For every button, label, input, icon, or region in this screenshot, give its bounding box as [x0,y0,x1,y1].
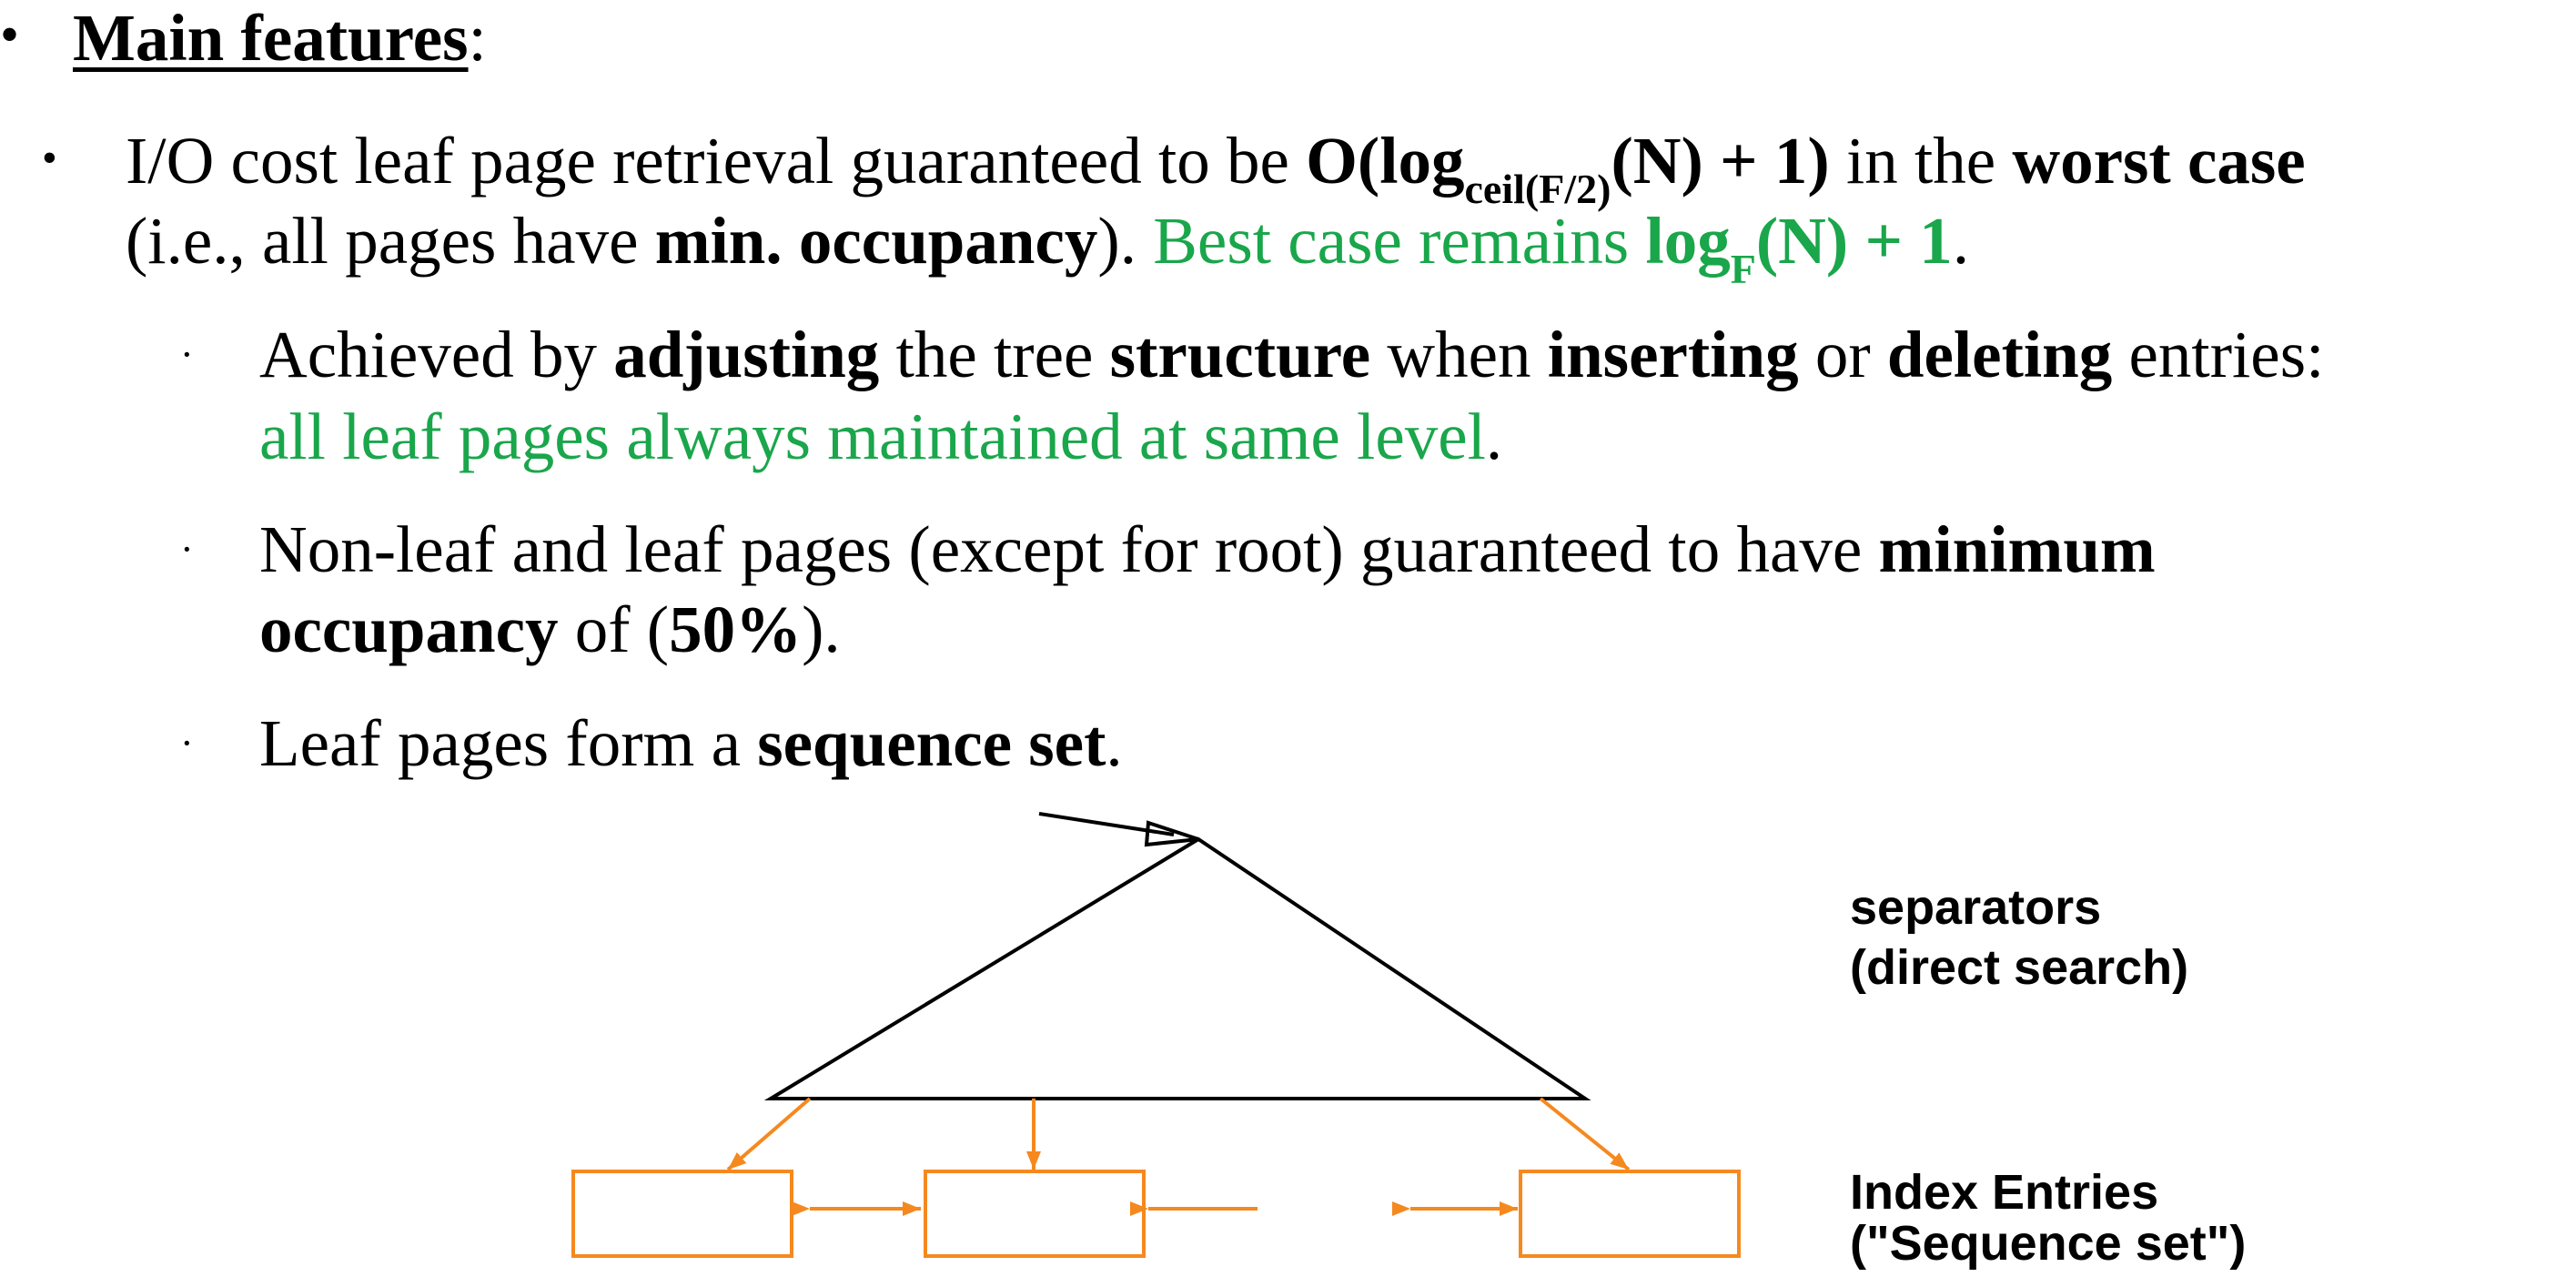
formula-part: O(log [1306,124,1465,198]
formula-subscript: ceil(F/2) [1464,166,1611,212]
adjusting-label: adjusting [613,318,880,391]
leaf-page-box [571,1170,793,1258]
bullet-icon: · [180,527,194,572]
heading-title: Main features [73,1,469,75]
point1-text: I/O cost leaf page retrieval guaranteed … [126,124,1307,198]
sub2-line2: occupancy of (50%). [259,596,841,663]
bullet-icon: • [0,5,20,65]
leaf-page-box [1519,1170,1741,1258]
min-occupancy-label: min. occupancy [654,204,1098,278]
formula-part: (N) + 1 [1755,204,1953,278]
leaf-page-box [924,1170,1146,1258]
worst-case-formula: O(logceil(F/2)(N) + 1) [1306,124,1830,210]
sub2-text: Non-leaf and leaf pages (except for root… [259,512,1879,586]
sub1-text: when [1370,318,1548,391]
direct-search-label: (direct search) [1850,940,2189,995]
leaf-pointer-arrow [726,1097,812,1171]
deleting-label: deleting [1886,318,2113,391]
point1-text: ). [1097,204,1154,278]
point1-line1: I/O cost leaf page retrieval guaranteed … [126,127,2306,210]
same-level-text: all leaf pages always maintained at same… [259,400,1486,473]
best-case-text: Best case remains [1153,204,1646,278]
heading-line: Main features: [73,5,487,71]
leaf-pointer-arrow [1539,1097,1631,1171]
minimum-label: minimum [1878,512,2156,586]
formula-part: (N) + 1) [1611,124,1830,198]
sub3-text: Leaf pages form a [259,706,758,780]
separators-label: separators [1850,880,2102,935]
sub1-text: entries: [2112,318,2325,391]
sub1-line1: Achieved by adjusting the tree structure… [259,321,2324,388]
sequence-set-caption: ("Sequence set") [1850,1216,2247,1271]
best-case-formula: logF(N) + 1 [1645,204,1953,290]
worst-case-label: worst case [2012,124,2306,198]
bullet-icon: • [42,134,57,182]
sequence-set-label: sequence set [757,706,1106,780]
point1-text: (i.e., all pages have [126,204,655,278]
point1-text: . [1952,204,1970,278]
point1-line2: (i.e., all pages have min. occupancy). B… [126,208,1969,290]
sub2-text: of ( [558,593,670,666]
inserting-label: inserting [1547,318,1799,391]
sub2-line1: Non-leaf and leaf pages (except for root… [259,516,2156,583]
formula-subscript: F [1730,246,1756,292]
formula-part: log [1645,204,1731,278]
heading-colon: : [468,1,487,75]
root-pointer-arrow [1038,812,1199,847]
bullet-icon: · [180,332,194,377]
percent-label: 50% [669,593,803,666]
tree-triangle [763,836,1591,1100]
sub1-text: the tree [879,318,1110,391]
occupancy-label: occupancy [259,593,559,666]
index-entries-label: Index Entries [1850,1165,2159,1220]
sub3-text: . [1106,706,1123,780]
sub1-line2: all leaf pages always maintained at same… [259,403,1502,470]
structure-label: structure [1109,318,1371,391]
sub1-text: Achieved by [259,318,614,391]
sub3-line1: Leaf pages form a sequence set. [259,710,1123,776]
sub2-text: ). [802,593,841,666]
point1-text: in the [1829,124,2013,198]
sub1-text: or [1798,318,1887,391]
sub1-text: . [1485,400,1503,473]
bullet-icon: · [180,721,194,765]
